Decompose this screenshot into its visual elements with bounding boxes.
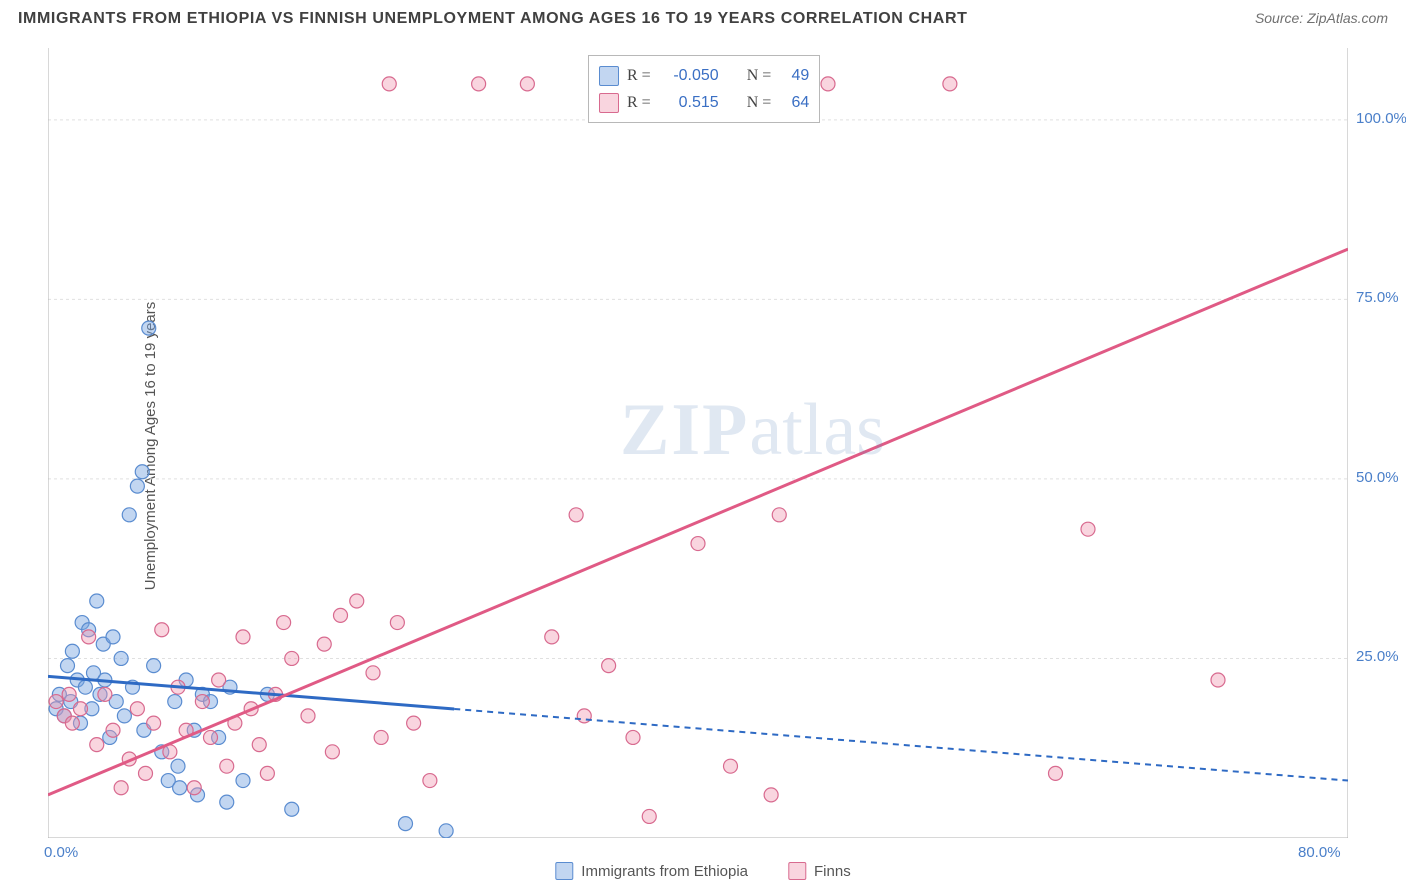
y-tick-label: 100.0% (1356, 110, 1406, 127)
stats-r-value: 0.515 (659, 89, 719, 116)
stats-legend-box: R = -0.050 N = 49 R = 0.515 N = 64 (588, 55, 820, 123)
stats-row: R = 0.515 N = 64 (599, 89, 809, 116)
chart-title: IMMIGRANTS FROM ETHIOPIA VS FINNISH UNEM… (18, 10, 967, 28)
legend-swatch-icon (555, 862, 573, 880)
y-tick-label: 75.0% (1356, 289, 1399, 306)
legend-item-ethiopia: Immigrants from Ethiopia (555, 862, 748, 880)
stats-row: R = -0.050 N = 49 (599, 62, 809, 89)
legend-label: Finns (814, 863, 851, 880)
legend-label: Immigrants from Ethiopia (581, 863, 748, 880)
chart-legend: Immigrants from Ethiopia Finns (555, 862, 850, 880)
stats-n-label: N = (747, 62, 772, 89)
x-end-label: 80.0% (1298, 844, 1341, 861)
source-attribution: Source: ZipAtlas.com (1255, 10, 1388, 26)
legend-item-finns: Finns (788, 862, 851, 880)
stats-n-label: N = (747, 89, 772, 116)
stats-n-value: 49 (779, 62, 809, 89)
stats-n-value: 64 (779, 89, 809, 116)
y-tick-label: 25.0% (1356, 648, 1399, 665)
stats-r-label: R = (627, 62, 651, 89)
stats-r-label: R = (627, 89, 651, 116)
stats-swatch-icon (599, 66, 619, 86)
x-origin-label: 0.0% (44, 844, 78, 861)
y-tick-label: 50.0% (1356, 469, 1399, 486)
plot-svg (48, 48, 1348, 838)
scatter-chart: 25.0%50.0%75.0%100.0%0.0%80.0%R =-0.050N… (48, 48, 1348, 838)
stats-swatch-icon (599, 93, 619, 113)
stats-r-value: -0.050 (659, 62, 719, 89)
legend-swatch-icon (788, 862, 806, 880)
